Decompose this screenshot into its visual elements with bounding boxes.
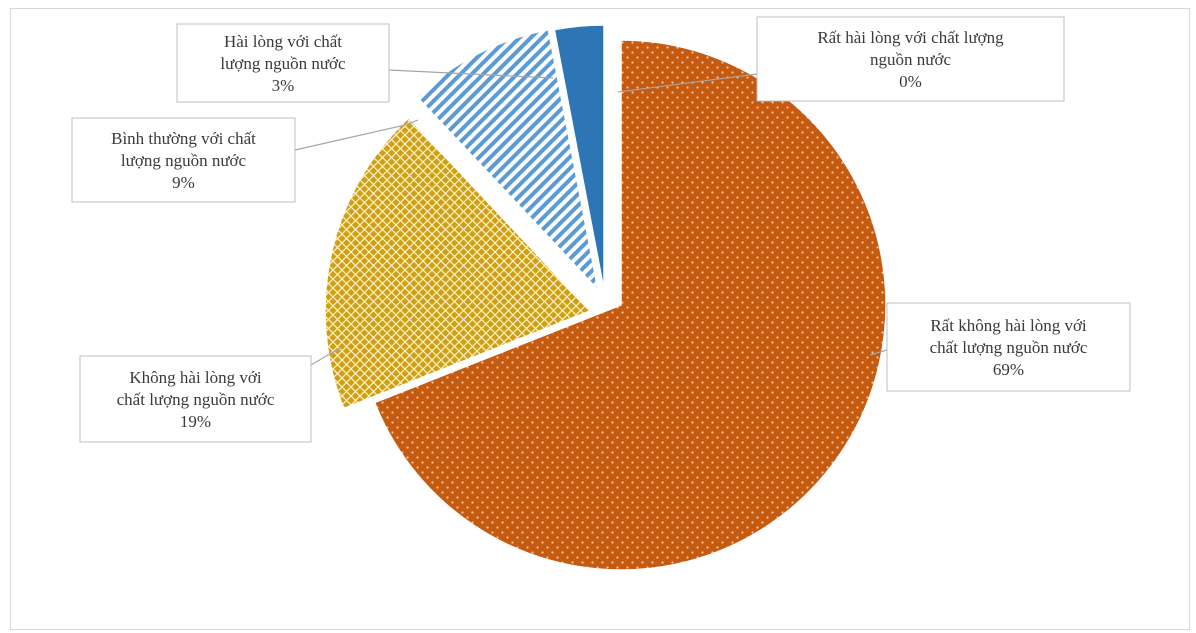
data-label-2: Không hài lòng với chất lượng nguồn nước 1… [79, 355, 312, 443]
data-label-5: Rất hài lòng với chất lượng nguồn nước 0% [756, 16, 1065, 102]
data-label-text: Bình thường với chất [111, 129, 256, 148]
leaders-layer [294, 69, 888, 366]
data-label-box [71, 117, 296, 203]
leader-line-1 [869, 349, 888, 356]
slices-layer [324, 24, 887, 571]
leader-line-5 [617, 73, 758, 93]
data-label-text: nguồn nước [870, 50, 951, 69]
data-label-4: Hài lòng với chất lượng nguồn nước 3% [176, 23, 390, 103]
leader-line-2 [310, 347, 341, 366]
data-label-box [79, 355, 312, 443]
data-label-percent: 3% [272, 76, 295, 95]
data-label-box [886, 302, 1131, 392]
slice-khong-hai-long [324, 116, 592, 410]
data-label-text: Rất hài lòng với chất lượng [817, 28, 1004, 47]
slice-hai-long [553, 24, 605, 291]
data-label-text: chất lượng nguồn nước [117, 390, 275, 409]
data-label-text: Rất không hài lòng với [930, 316, 1087, 335]
labels-layer: Rất không hài lòng với chất lượng nguồn n… [71, 16, 1131, 443]
data-label-text: lượng nguồn nước [121, 151, 247, 170]
data-label-percent: 69% [993, 360, 1024, 379]
data-label-percent: 9% [172, 173, 195, 192]
data-label-text: chất lượng nguồn nước [930, 338, 1088, 357]
data-label-1: Rất không hài lòng với chất lượng nguồn n… [886, 302, 1131, 392]
leader-line-4 [388, 69, 554, 79]
slice-binh-thuong [415, 28, 600, 293]
data-label-text: lượng nguồn nước [220, 54, 346, 73]
data-label-percent: 0% [899, 72, 922, 91]
data-label-3: Bình thường với chất lượng nguồn nước 9% [71, 117, 296, 203]
data-label-box [176, 23, 390, 103]
data-label-text: Không hài lòng với [129, 368, 262, 387]
data-label-text: Hài lòng với chất [224, 32, 342, 51]
data-label-percent: 19% [180, 412, 211, 431]
data-label-box [756, 16, 1065, 102]
leader-line-3 [294, 119, 419, 151]
